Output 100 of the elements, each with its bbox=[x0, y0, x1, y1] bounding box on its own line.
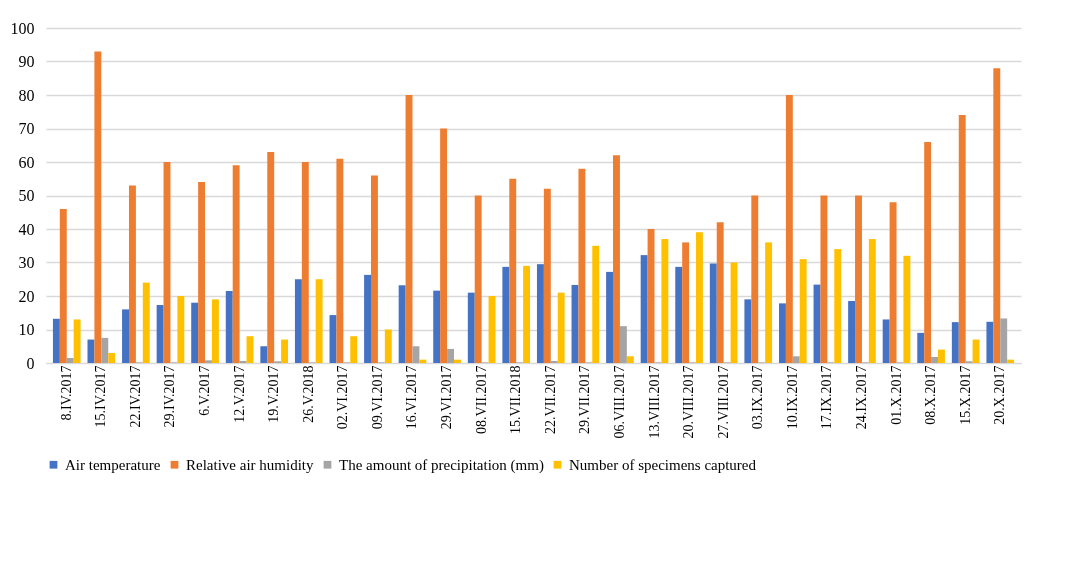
bar bbox=[848, 301, 856, 363]
x-tick-label: 08.X.2017 bbox=[923, 365, 939, 425]
bar bbox=[205, 360, 212, 363]
bar bbox=[232, 165, 240, 363]
bar bbox=[744, 299, 752, 363]
bar bbox=[384, 329, 392, 363]
x-tick-label: 03.IX.2017 bbox=[750, 365, 766, 430]
bar bbox=[903, 255, 911, 363]
bar bbox=[447, 348, 454, 363]
bar bbox=[972, 339, 980, 363]
x-tick-label: 22.VII.2017 bbox=[542, 365, 558, 434]
bar bbox=[198, 182, 206, 363]
bar bbox=[177, 296, 185, 363]
x-tick-label: 29.VII.2017 bbox=[577, 365, 593, 434]
bar bbox=[294, 279, 302, 363]
x-tick-label: 20.X.2017 bbox=[992, 365, 1008, 425]
y-tick-label: 40 bbox=[18, 220, 35, 238]
bar bbox=[1007, 359, 1015, 363]
bar bbox=[66, 357, 74, 363]
bar bbox=[557, 292, 565, 363]
bar bbox=[647, 229, 655, 363]
bar bbox=[315, 279, 323, 363]
bar bbox=[613, 155, 620, 363]
y-tick-label: 20 bbox=[18, 287, 35, 305]
bar bbox=[986, 321, 994, 363]
x-tick-label: 12.V.2017 bbox=[231, 365, 247, 423]
bar bbox=[834, 249, 842, 363]
bar bbox=[523, 265, 531, 363]
bar bbox=[453, 359, 461, 363]
bar bbox=[108, 352, 116, 363]
bar bbox=[122, 309, 129, 363]
x-tick-label: 15.IV.2017 bbox=[93, 365, 109, 428]
x-tick-label: 8.IV.2017 bbox=[58, 365, 74, 421]
bar bbox=[550, 360, 558, 363]
x-tick-label: 02.VI.2017 bbox=[335, 365, 351, 430]
y-tick-label: 80 bbox=[18, 86, 35, 104]
bar bbox=[225, 290, 233, 363]
bar bbox=[419, 359, 427, 363]
bar bbox=[778, 303, 786, 363]
x-tick-label: 13.VIII.2017 bbox=[646, 365, 662, 439]
bar bbox=[820, 195, 828, 363]
bar bbox=[951, 322, 959, 363]
y-tick-label: 50 bbox=[18, 187, 35, 204]
bar bbox=[993, 68, 1001, 363]
legend-label: Relative air humidity bbox=[186, 456, 314, 473]
bar bbox=[281, 339, 289, 363]
bar bbox=[675, 266, 683, 363]
bar bbox=[682, 242, 690, 363]
bar bbox=[765, 242, 773, 363]
bar bbox=[716, 222, 724, 363]
legend-label: Air temperature bbox=[65, 456, 161, 473]
x-tick-label: 20.VIII.2017 bbox=[681, 365, 697, 439]
bar bbox=[536, 264, 544, 363]
bar bbox=[751, 195, 759, 363]
bar bbox=[191, 302, 199, 363]
x-tick-label: 06.VIII.2017 bbox=[611, 365, 627, 439]
bar bbox=[855, 195, 862, 363]
y-tick-label: 100 bbox=[10, 19, 35, 37]
y-tick-label: 60 bbox=[18, 153, 35, 171]
bar bbox=[785, 95, 793, 363]
x-tick-label: 15.VII.2018 bbox=[508, 365, 524, 434]
bar bbox=[958, 115, 966, 363]
bar bbox=[128, 185, 136, 363]
x-tick-label: 10.IX.2017 bbox=[784, 365, 800, 430]
bar bbox=[301, 162, 309, 363]
bar bbox=[619, 326, 627, 363]
bar bbox=[59, 208, 67, 363]
x-tick-label: 16.VI.2017 bbox=[404, 365, 420, 430]
bar bbox=[1000, 318, 1008, 363]
bar bbox=[412, 346, 420, 363]
y-tick-label: 70 bbox=[18, 120, 35, 137]
bar bbox=[543, 188, 551, 363]
bar bbox=[709, 263, 717, 363]
bar bbox=[868, 239, 876, 363]
bar bbox=[931, 356, 939, 363]
bar bbox=[696, 232, 703, 363]
bar bbox=[371, 175, 378, 363]
bar bbox=[799, 259, 807, 363]
bar bbox=[502, 266, 510, 363]
x-tick-label: 27.VIII.2017 bbox=[715, 365, 731, 439]
bar bbox=[101, 337, 109, 363]
bar bbox=[142, 282, 150, 363]
bar bbox=[578, 168, 586, 363]
bar bbox=[938, 349, 945, 363]
bar bbox=[156, 305, 164, 363]
bar bbox=[260, 346, 268, 363]
x-tick-label: 6.V.2017 bbox=[197, 365, 213, 416]
bar bbox=[52, 318, 60, 363]
y-tick-label: 30 bbox=[18, 254, 35, 271]
x-tick-label: 01.X.2017 bbox=[888, 365, 904, 425]
y-tick-label: 90 bbox=[18, 53, 35, 70]
x-tick-label: 24.IX.2017 bbox=[853, 365, 869, 430]
x-tick-label: 29.VI.2017 bbox=[439, 365, 455, 430]
y-tick-label: 0 bbox=[26, 354, 35, 372]
bar bbox=[474, 195, 482, 363]
bar bbox=[440, 128, 448, 363]
bar bbox=[336, 158, 344, 363]
bar bbox=[267, 151, 275, 363]
x-tick-label: 17.IX.2017 bbox=[819, 365, 835, 430]
bar bbox=[73, 319, 81, 363]
